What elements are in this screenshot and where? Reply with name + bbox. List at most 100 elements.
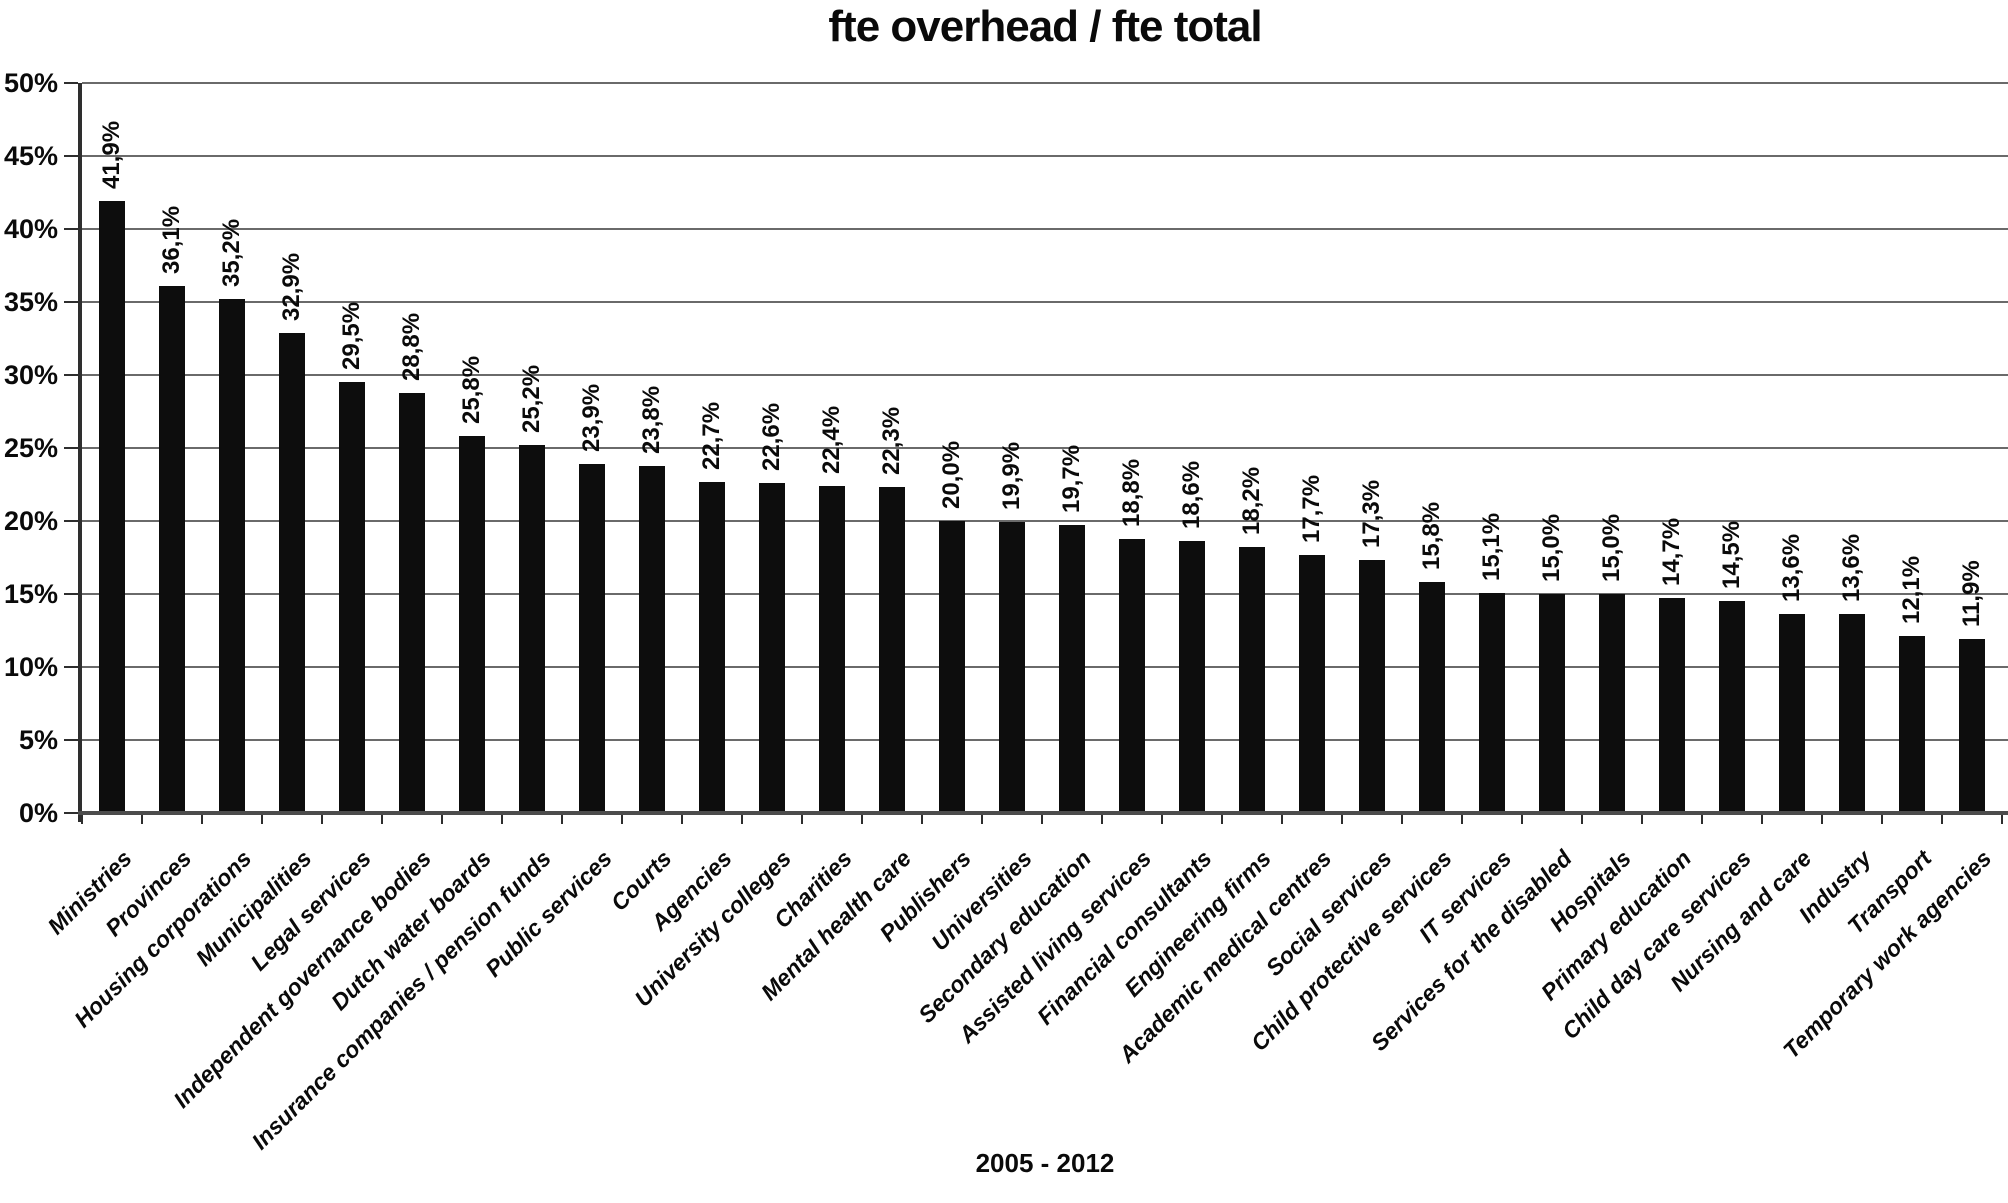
bar xyxy=(1539,594,1565,813)
x-axis-tick xyxy=(1881,815,1883,824)
bar-value-label: 18,8% xyxy=(1118,458,1145,527)
bar-value-label: 15,1% xyxy=(1478,512,1505,581)
bar-value-label: 15,0% xyxy=(1538,513,1565,582)
bar xyxy=(1599,594,1625,813)
y-axis-tick xyxy=(64,447,78,449)
y-axis-label: 15% xyxy=(3,579,58,609)
bar-value-label: 41,9% xyxy=(98,121,125,190)
y-axis-tick xyxy=(64,520,78,522)
bar-value-label: 18,6% xyxy=(1178,461,1205,530)
x-axis-tick xyxy=(1581,815,1583,824)
y-axis-label: 35% xyxy=(3,287,58,317)
bar xyxy=(1179,541,1205,813)
bar xyxy=(1239,547,1265,813)
bar xyxy=(459,436,485,813)
bar-value-label: 13,6% xyxy=(1838,534,1865,603)
bar-value-label: 32,9% xyxy=(278,252,305,321)
x-axis-tick xyxy=(201,815,203,824)
chart-title: fte overhead / fte total xyxy=(828,2,1262,51)
bar-value-label: 14,7% xyxy=(1658,518,1685,587)
bar xyxy=(1299,554,1325,813)
bar-value-label: 12,1% xyxy=(1898,556,1925,625)
y-axis-label: 25% xyxy=(3,433,58,463)
x-axis-tick xyxy=(1341,815,1343,824)
bar-value-label: 17,3% xyxy=(1358,480,1385,549)
bar xyxy=(939,521,965,813)
bar-value-label: 22,7% xyxy=(698,401,725,470)
gridline xyxy=(82,666,2008,668)
y-axis-label: 20% xyxy=(3,506,58,536)
x-axis-tick xyxy=(981,815,983,824)
bar xyxy=(1359,560,1385,813)
x-axis-tick xyxy=(1461,815,1463,824)
bar xyxy=(819,485,845,813)
gridline xyxy=(82,301,2008,303)
bar xyxy=(879,487,905,813)
bar-value-label: 23,9% xyxy=(578,384,605,453)
bar xyxy=(1059,525,1085,813)
bar-value-label: 19,7% xyxy=(1058,445,1085,514)
bar xyxy=(1959,639,1985,813)
y-axis-tick xyxy=(64,82,78,84)
x-axis-line xyxy=(78,811,2008,815)
bar xyxy=(1719,601,1745,813)
x-axis-tick xyxy=(1041,815,1043,824)
y-axis-label: 50% xyxy=(3,68,58,98)
bar xyxy=(759,483,785,813)
bar xyxy=(699,481,725,813)
bar xyxy=(639,465,665,813)
gridline xyxy=(82,447,2008,449)
x-axis-tick xyxy=(741,815,743,824)
bar xyxy=(1899,636,1925,813)
y-axis-tick xyxy=(64,374,78,376)
plot-area: Ministries Provinces Housing corporations M… xyxy=(4,69,2008,1154)
bar-value-label: 28,8% xyxy=(398,312,425,381)
bar xyxy=(279,332,305,813)
y-axis-label: 5% xyxy=(18,725,58,755)
period-label: 2005 - 2012 xyxy=(975,1148,1115,1178)
bar xyxy=(1779,614,1805,813)
x-axis-tick xyxy=(681,815,683,824)
x-axis-tick xyxy=(1701,815,1703,824)
bar-value-label: 19,9% xyxy=(998,442,1025,511)
bar xyxy=(219,299,245,813)
y-axis-tick xyxy=(64,812,78,814)
y-axis-tick xyxy=(64,228,78,230)
bar-value-label: 22,6% xyxy=(758,402,785,472)
bar xyxy=(339,382,365,813)
bar xyxy=(1839,614,1865,813)
y-axis-label: 40% xyxy=(3,214,58,244)
x-axis-tick xyxy=(1821,815,1823,824)
x-axis-tick xyxy=(1161,815,1163,824)
bar xyxy=(1479,592,1505,813)
gridline xyxy=(82,82,2008,84)
bar xyxy=(99,201,125,813)
y-axis-label: 0% xyxy=(18,798,58,828)
bar-value-label: 35,2% xyxy=(218,219,245,288)
x-axis-tick xyxy=(621,815,623,824)
bar-value-label: 15,0% xyxy=(1598,513,1625,582)
x-axis-tick xyxy=(1941,815,1943,824)
bar xyxy=(1119,538,1145,813)
x-axis-tick xyxy=(1101,815,1103,824)
gridline xyxy=(82,228,2008,230)
bar xyxy=(519,445,545,813)
bar-value-label: 25,8% xyxy=(458,356,485,425)
bar xyxy=(579,464,605,813)
bar-value-label: 29,5% xyxy=(338,302,365,371)
x-axis-tick xyxy=(141,815,143,824)
x-axis-tick xyxy=(561,815,563,824)
gridline xyxy=(82,374,2008,376)
bar xyxy=(159,285,185,813)
x-axis-tick xyxy=(1221,815,1223,824)
x-axis-tick xyxy=(1401,815,1403,824)
y-axis-label: 45% xyxy=(3,141,58,171)
x-axis-tick xyxy=(321,815,323,824)
y-axis-tick xyxy=(64,155,78,157)
bar-value-label: 36,1% xyxy=(158,205,185,274)
gridline xyxy=(82,593,2008,595)
y-axis-line xyxy=(78,83,82,822)
y-axis-tick xyxy=(64,739,78,741)
bar xyxy=(1659,598,1685,813)
bar xyxy=(1419,582,1445,813)
